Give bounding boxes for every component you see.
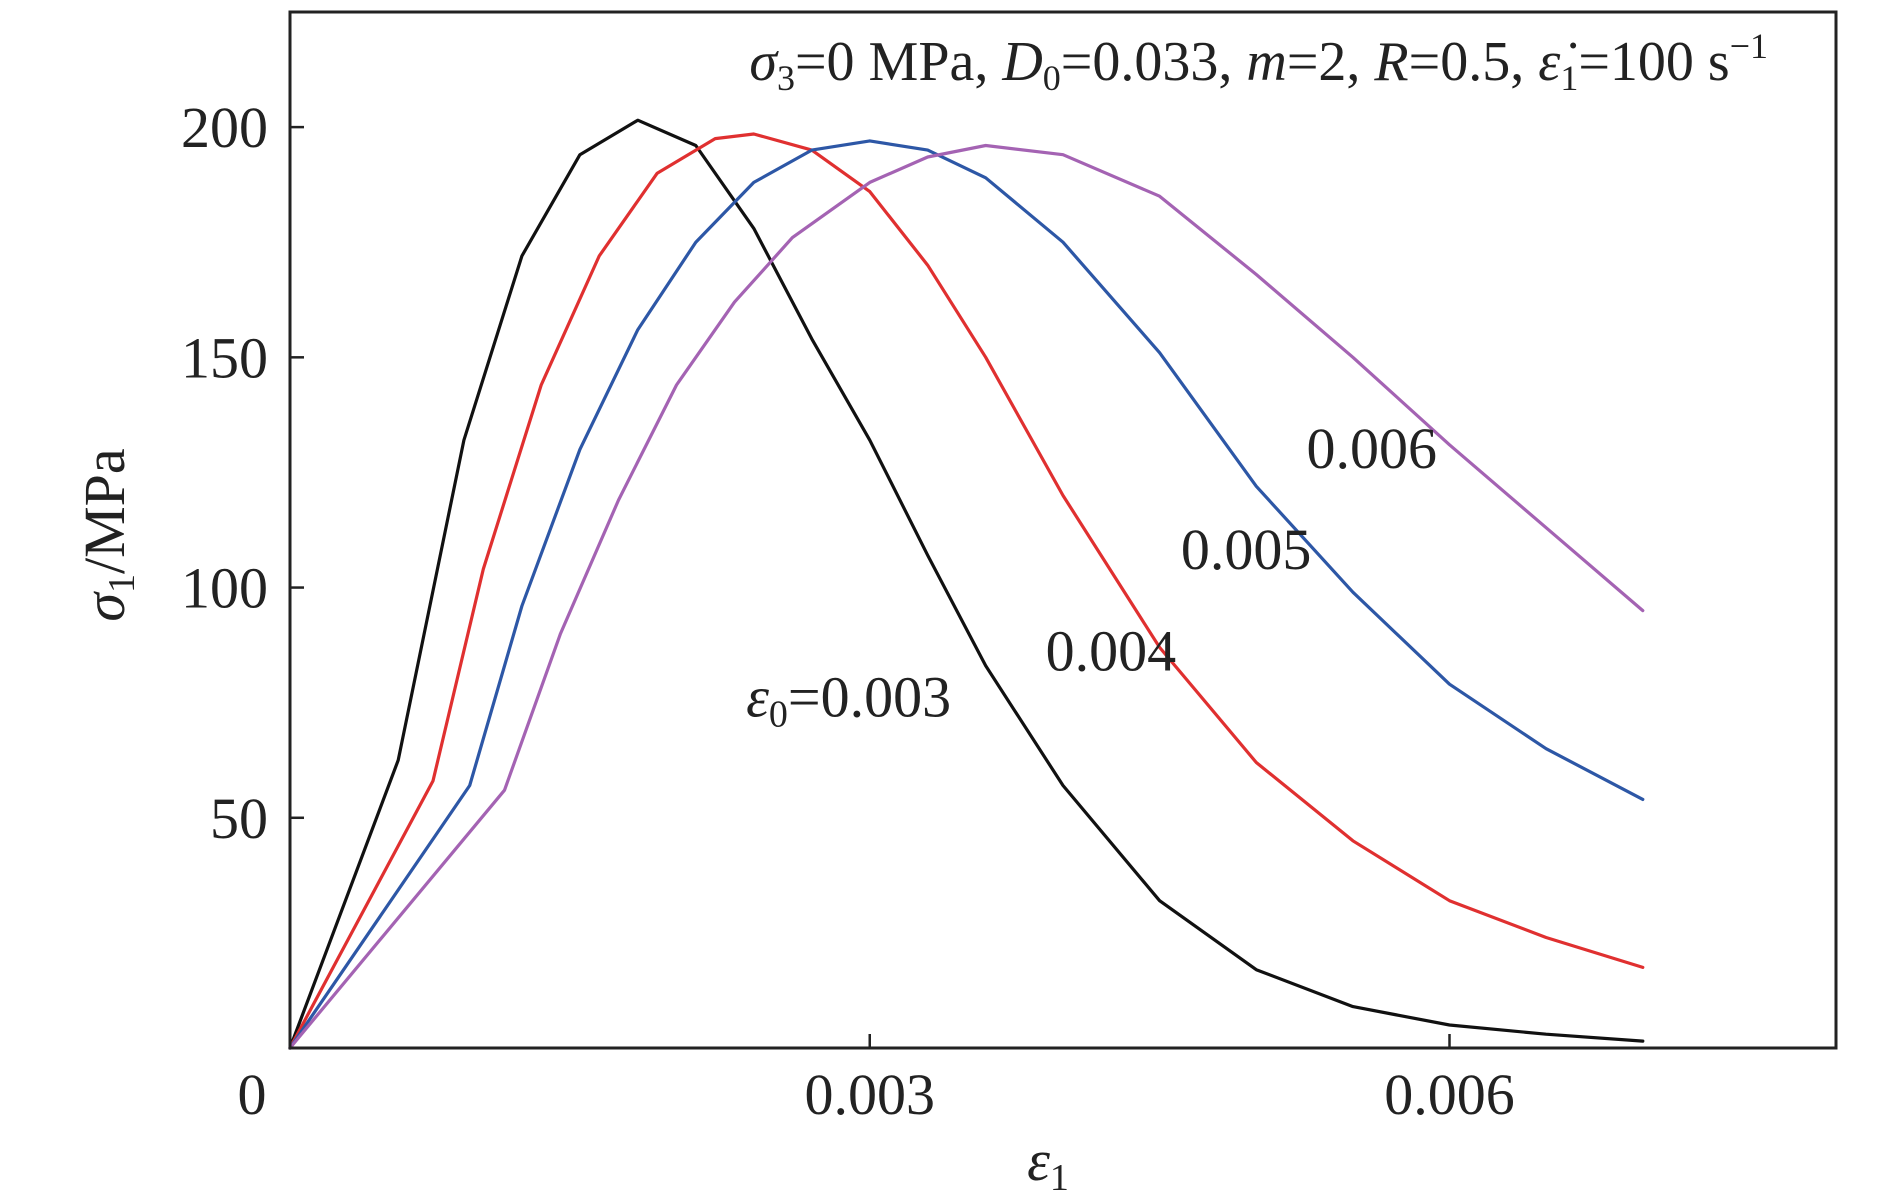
series-line-2 [288, 139, 1645, 1050]
plot-frame [288, 10, 1838, 1050]
x-tick-label: 0 [238, 1062, 267, 1127]
plot-area [288, 118, 1645, 1050]
curve-label-1: 0.004 [1046, 618, 1177, 683]
y-axis-title: σ1/MPa [72, 448, 143, 621]
axis-ticks: 0 0.003 0.006 50 100 150 200 [181, 95, 1515, 1127]
curve-label-3: 0.006 [1306, 416, 1437, 481]
parameter-annotation: σ3=0 MPa, D0=0.033, m=2, R=0.5, ε̇1=100 … [749, 26, 1768, 98]
curve-label-0: ε0=0.003 [746, 664, 951, 735]
series-line-3 [288, 143, 1645, 1050]
y-tick-label: 150 [181, 325, 268, 390]
x-tick-label: 0.006 [1384, 1062, 1515, 1127]
series-line-1 [288, 132, 1645, 1050]
series-line-0 [288, 118, 1645, 1050]
y-tick-label: 100 [181, 556, 268, 621]
y-tick-label: 50 [210, 786, 268, 851]
curve-label-2: 0.005 [1181, 517, 1312, 582]
x-axis-title: ε1 [1027, 1128, 1069, 1199]
y-tick-label: 200 [181, 95, 268, 160]
x-tick-label: 0.003 [805, 1062, 936, 1127]
